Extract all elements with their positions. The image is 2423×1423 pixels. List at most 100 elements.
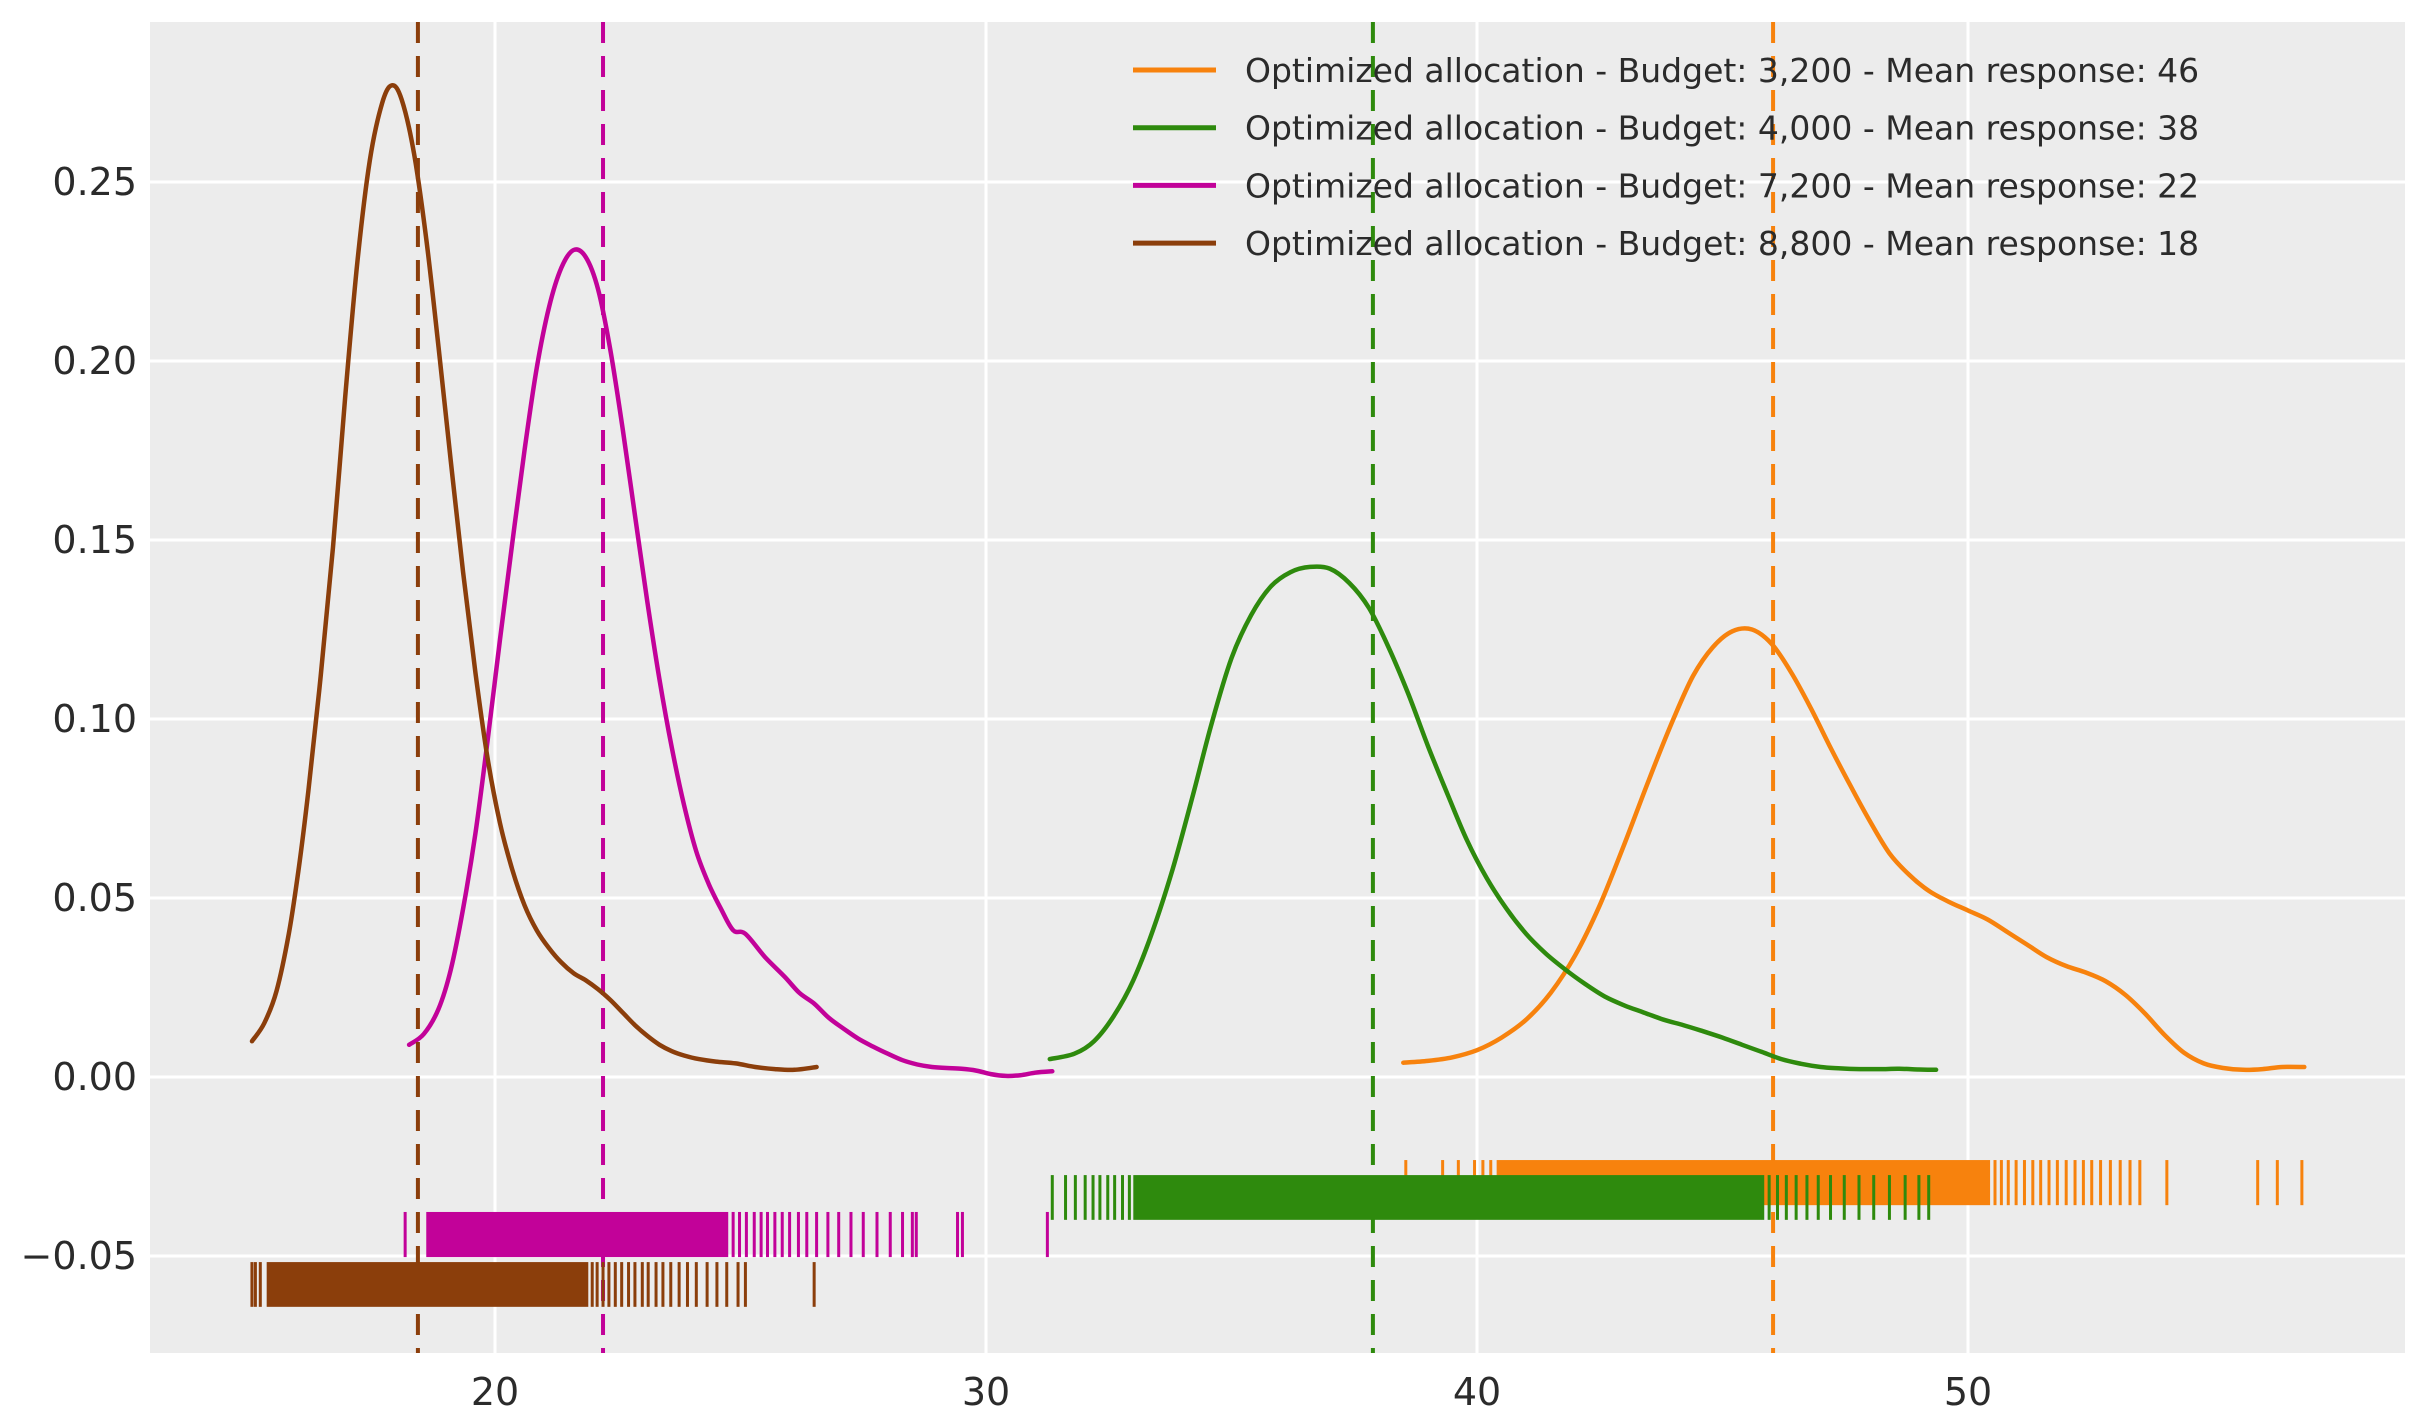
y-tick-label: −0.05 (21, 1234, 137, 1278)
rug-tick-budget-7200 (731, 1211, 735, 1258)
y-tick-label: 0.15 (52, 518, 137, 562)
rug-tick-budget-4000 (1887, 1175, 1891, 1220)
rug-tick-budget-4000 (1091, 1175, 1095, 1220)
rug-tick-budget-7200 (826, 1211, 830, 1258)
rug-tick-budget-7200 (788, 1211, 792, 1258)
rug-tick-budget-4000 (1098, 1175, 1102, 1220)
rug-band-budget-8800 (266, 1262, 589, 1307)
rug-tick-budget-3200 (2039, 1160, 2043, 1206)
rug-tick-budget-3200 (2099, 1160, 2103, 1206)
rug-tick-budget-8800 (590, 1262, 594, 1307)
kde-curve-budget-3200 (1401, 626, 2307, 1073)
legend-label: Optimized allocation - Budget: 8,800 - M… (1245, 224, 2199, 263)
rug-tick-budget-7200 (1045, 1211, 1049, 1258)
rug-tick-budget-8800 (669, 1262, 673, 1307)
rug-tick-budget-8800 (640, 1262, 644, 1307)
rug-tick-budget-4000 (1127, 1175, 1131, 1220)
y-tick-label: 0.00 (52, 1055, 137, 1099)
rug-tick-budget-7200 (837, 1211, 841, 1258)
rug-tick-budget-4000 (1073, 1175, 1077, 1220)
rug-tick-budget-8800 (677, 1262, 681, 1307)
rug-tick-budget-7200 (875, 1211, 879, 1258)
rug-tick-budget-7200 (752, 1211, 756, 1258)
rug-tick-budget-8800 (620, 1262, 624, 1307)
rug-tick-budget-8800 (627, 1262, 631, 1307)
rug-tick-budget-3200 (2118, 1160, 2122, 1206)
rug-tick-budget-7200 (956, 1211, 960, 1258)
legend-label: Optimized allocation - Budget: 4,000 - M… (1245, 109, 2199, 148)
rug-tick-budget-8800 (725, 1262, 729, 1307)
rug-tick-budget-3200 (2256, 1160, 2260, 1206)
rug-tick-budget-8800 (595, 1262, 599, 1307)
rug-tick-budget-8800 (607, 1262, 611, 1307)
series-budget-8800 (249, 22, 819, 1353)
rug-tick-budget-4000 (1120, 1175, 1124, 1220)
rug-tick-budget-4000 (1927, 1175, 1931, 1220)
rug-tick-budget-3200 (2300, 1160, 2304, 1206)
x-axis-tick-labels: 20 30 40 50 (471, 1370, 1992, 1414)
rug-tick-budget-4000 (1872, 1175, 1876, 1220)
rug-tick-budget-4000 (1064, 1175, 1068, 1220)
rug-tick-budget-4000 (1805, 1175, 1809, 1220)
rug-tick-budget-4000 (1784, 1175, 1788, 1220)
rug-tick-budget-7200 (914, 1211, 918, 1258)
x-tick-label: 50 (1944, 1370, 1992, 1414)
rug-tick-budget-3200 (2275, 1160, 2279, 1206)
rug-tick-budget-3200 (2031, 1160, 2035, 1206)
rug-tick-budget-7200 (861, 1211, 865, 1258)
rug-tick-budget-3200 (2047, 1160, 2051, 1206)
series-budget-7200 (403, 22, 1055, 1353)
x-tick-label: 20 (471, 1370, 519, 1414)
rug-tick-budget-4000 (1903, 1175, 1907, 1220)
rug-tick-budget-4000 (1842, 1175, 1846, 1220)
rug-tick-budget-7200 (773, 1211, 777, 1258)
y-tick-label: 0.20 (52, 339, 137, 383)
rug-tick-budget-3200 (2128, 1160, 2132, 1206)
rug-tick-budget-7200 (910, 1211, 914, 1258)
rug-tick-budget-7200 (901, 1211, 905, 1258)
rug-tick-budget-8800 (812, 1262, 816, 1307)
y-axis-tick-labels: 0.25 0.20 0.15 0.10 0.05 0.00 −0.05 (21, 160, 137, 1278)
y-tick-label: 0.05 (52, 876, 137, 920)
rug-tick-budget-7200 (796, 1211, 800, 1258)
rug-tick-budget-7200 (403, 1211, 407, 1258)
rug-tick-budget-8800 (253, 1262, 257, 1307)
rug-tick-budget-3200 (2014, 1160, 2018, 1206)
rug-tick-budget-8800 (715, 1262, 719, 1307)
rug-tick-budget-7200 (888, 1211, 892, 1258)
series-budget-4000 (1047, 22, 1939, 1353)
rug-tick-budget-7200 (738, 1211, 742, 1258)
rug-tick-budget-7200 (766, 1211, 770, 1258)
rug-tick-budget-8800 (705, 1262, 709, 1307)
rug-tick-budget-3200 (2022, 1160, 2026, 1206)
plot-area (150, 22, 2405, 1353)
legend-label: Optimized allocation - Budget: 3,200 - M… (1245, 51, 2199, 90)
rug-tick-budget-3200 (2073, 1160, 2077, 1206)
rug-tick-budget-4000 (1917, 1175, 1921, 1220)
rug-tick-budget-4000 (1829, 1175, 1833, 1220)
rug-tick-budget-4000 (1113, 1175, 1117, 1220)
rug-tick-budget-7200 (759, 1211, 763, 1258)
kde-curve-budget-7200 (406, 247, 1055, 1079)
rug-tick-budget-7200 (849, 1211, 853, 1258)
rug-tick-budget-3200 (2006, 1160, 2010, 1206)
x-tick-label: 30 (962, 1370, 1010, 1414)
kde-curve-budget-4000 (1047, 564, 1939, 1073)
rug-tick-budget-8800 (601, 1262, 605, 1307)
rug-tick-budget-4000 (1050, 1175, 1054, 1220)
rug-tick-budget-8800 (258, 1262, 262, 1307)
rug-tick-budget-8800 (613, 1262, 617, 1307)
legend-label: Optimized allocation - Budget: 7,200 - M… (1245, 166, 2199, 205)
rug-tick-budget-3200 (2090, 1160, 2094, 1206)
rug-tick-budget-3200 (2081, 1160, 2085, 1206)
rug-tick-budget-3200 (1993, 1160, 1997, 1206)
rug-tick-budget-4000 (1775, 1175, 1779, 1220)
rug-tick-budget-7200 (960, 1211, 964, 1258)
rug-tick-budget-8800 (743, 1262, 747, 1307)
rug-tick-budget-7200 (805, 1211, 809, 1258)
rug-tick-budget-8800 (633, 1262, 637, 1307)
rug-tick-budget-8800 (736, 1262, 740, 1307)
legend: Optimized allocation - Budget: 3,200 - M… (1133, 51, 2199, 263)
